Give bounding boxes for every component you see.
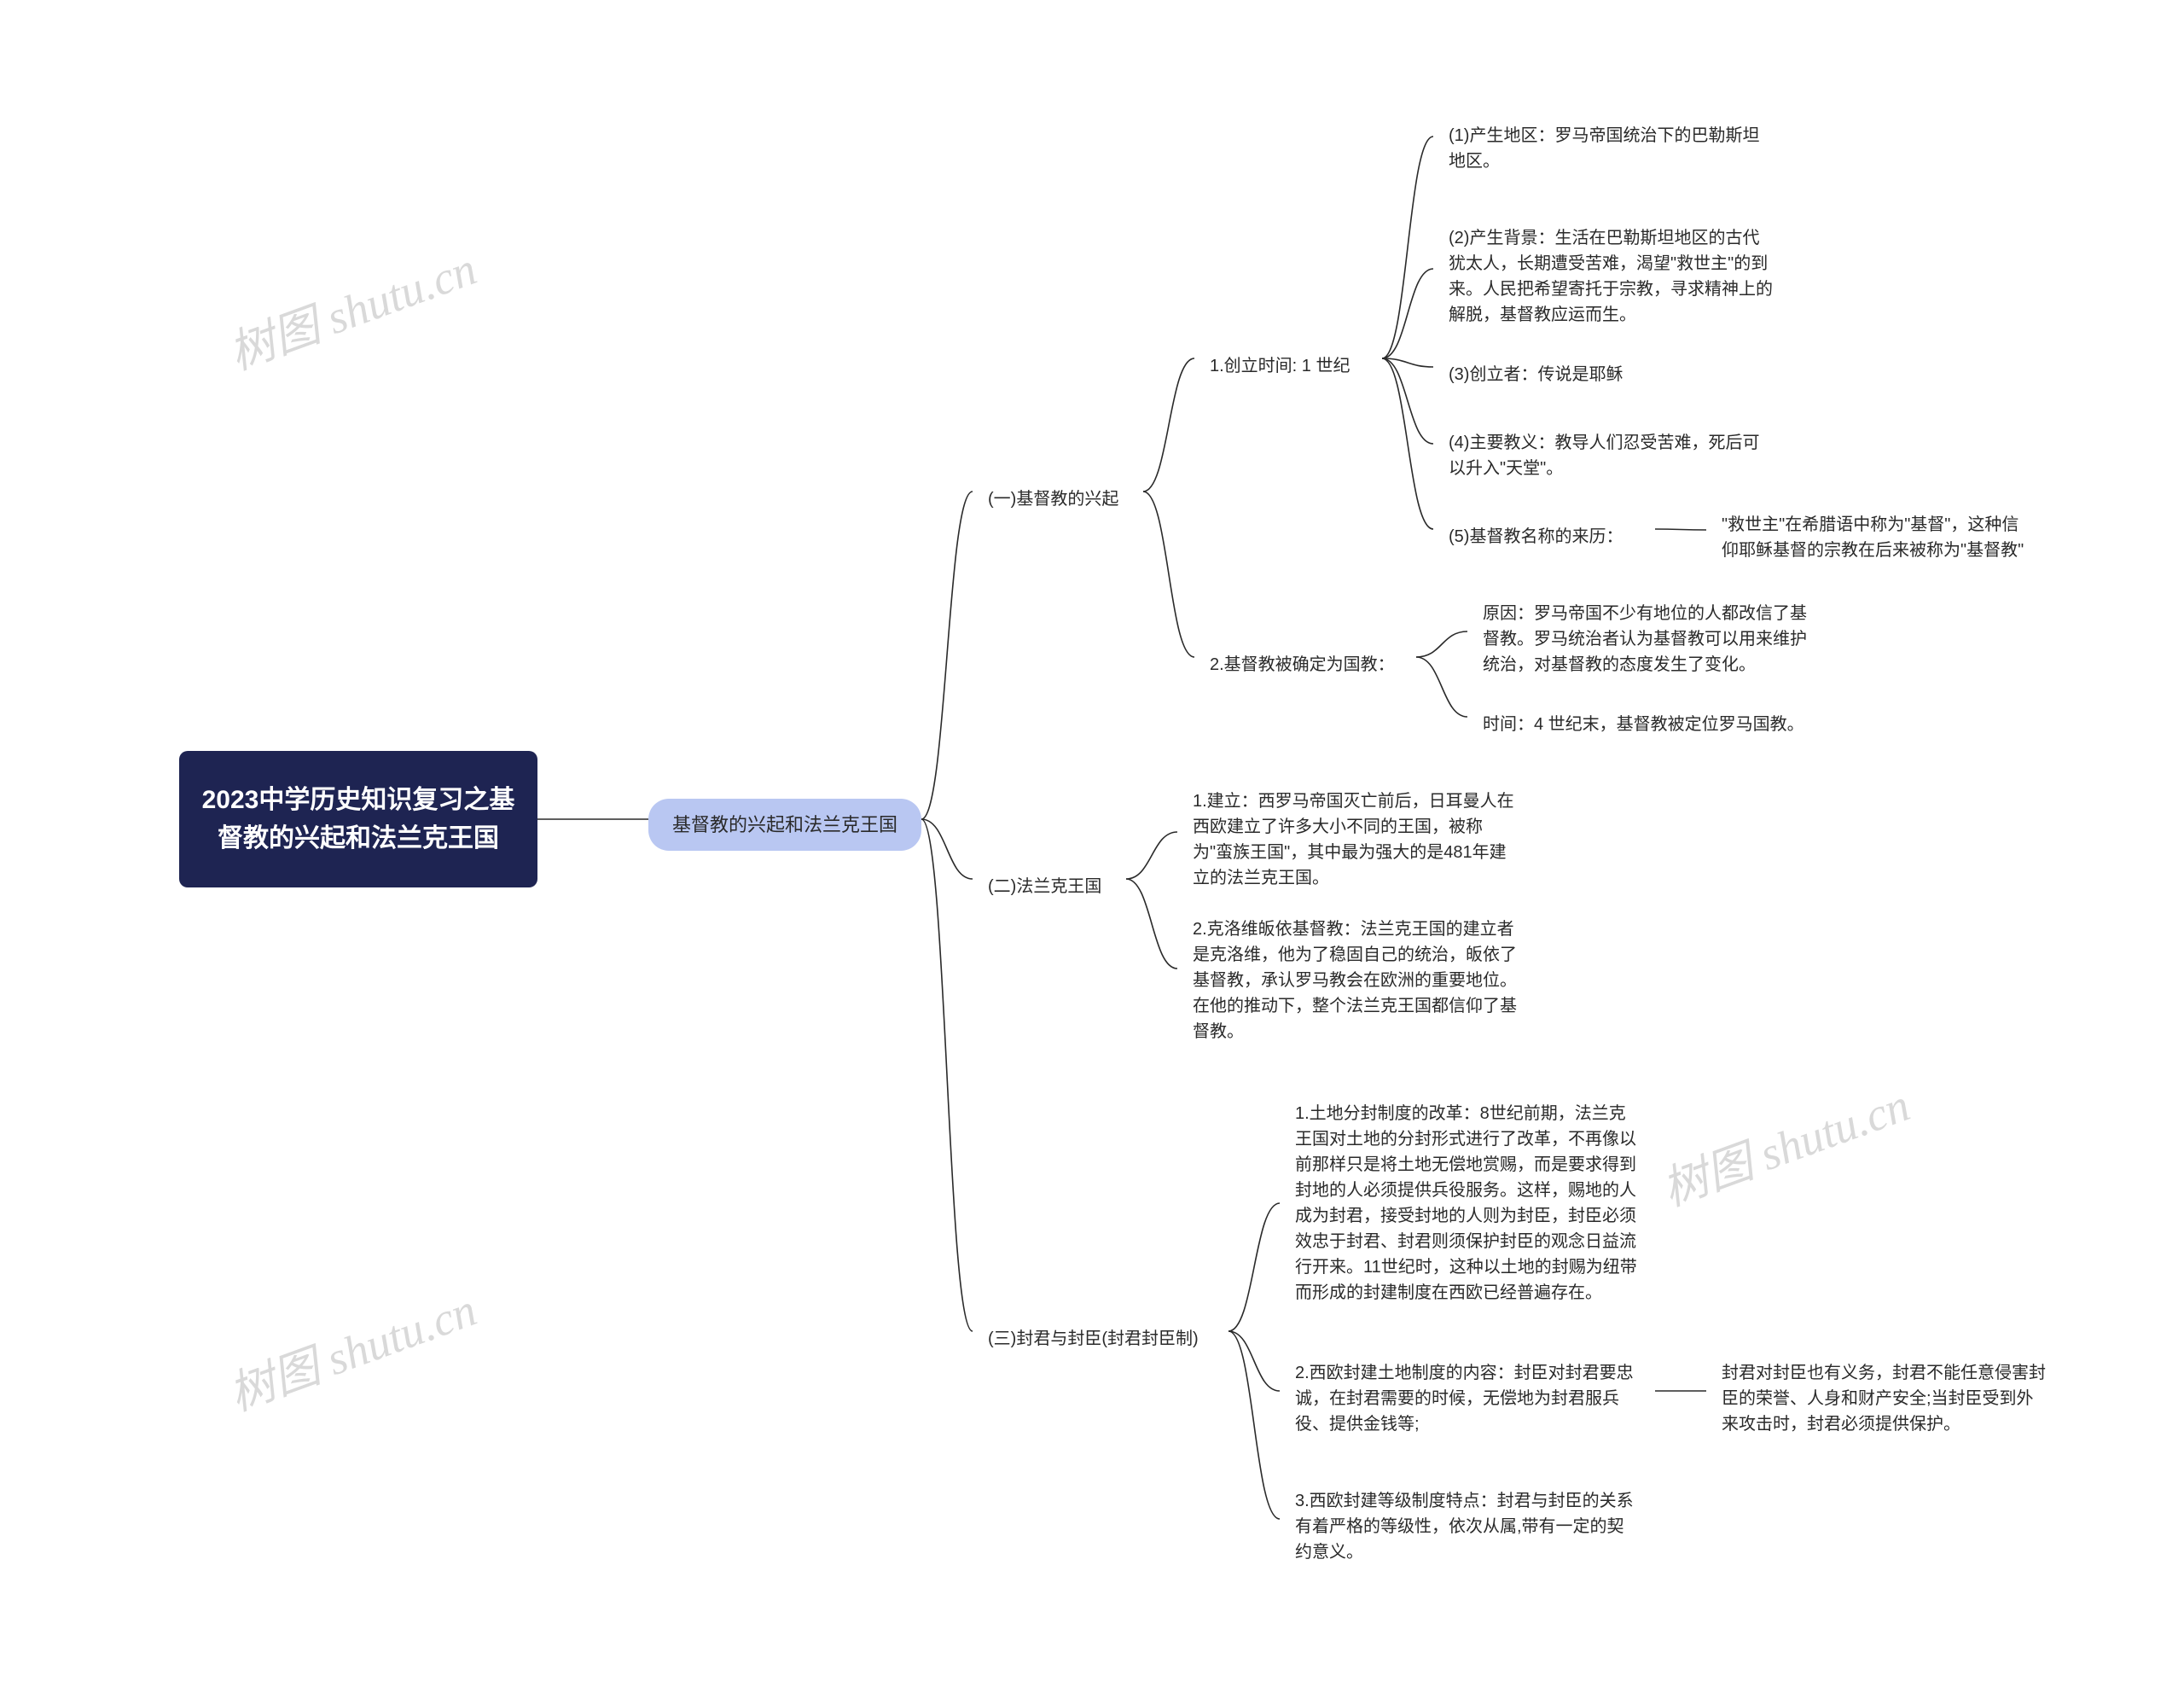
section-0-child-0-g-0: (1)产生地区：罗马帝国统治下的巴勒斯坦地区。	[1433, 111, 1792, 186]
watermark-0: 树图 shutu.cn	[218, 231, 485, 383]
section-1-child-0: 1.建立：西罗马帝国灭亡前后，日耳曼人在西欧建立了许多大小不同的王国，被称为"蛮…	[1177, 777, 1536, 903]
section-0-child-1-g-0: 原因：罗马帝国不少有地位的人都改信了基督教。罗马统治者认为基督教可以用来维护统治…	[1467, 589, 1826, 689]
section-2-child-1: 2.西欧封建土地制度的内容：封臣对封君要忠诚，在封君需要的时候，无偿地为封君服兵…	[1280, 1348, 1655, 1449]
level1-node: 基督教的兴起和法兰克王国	[648, 799, 921, 851]
section-2: (三)封君与封臣(封君封臣制)	[973, 1314, 1228, 1364]
section-0-child-0-g-2: (3)创立者：传说是耶稣	[1433, 350, 1792, 399]
section-0-child-0-g-4-h-0: "救世主"在希腊语中称为"基督"，这种信仰耶稣基督的宗教在后来被称为"基督教"	[1706, 500, 2048, 575]
section-2-child-0: 1.土地分封制度的改革：8世纪前期，法兰克王国对土地的分封形式进行了改革，不再像…	[1280, 1084, 1655, 1323]
section-0-child-1: 2.基督教被确定为国教：	[1194, 640, 1416, 689]
section-2-child-1-g-0: 封君对封臣也有义务，封君不能任意侵害封臣的荣誉、人身和财产安全;当封臣受到外来攻…	[1706, 1348, 2065, 1449]
level1-text: 基督教的兴起和法兰克王国	[672, 811, 897, 839]
section-2-child-2: 3.西欧封建等级制度特点：封君与封臣的关系有着严格的等级性，依次从属,带有一定的…	[1280, 1476, 1655, 1577]
section-1: (二)法兰克王国	[973, 862, 1126, 911]
section-0-child-0-g-4: (5)基督教名称的来历：	[1433, 512, 1655, 561]
section-0-child-0: 1.创立时间: 1 世纪	[1194, 341, 1382, 391]
section-1-child-1: 2.克洛维皈依基督教：法兰克王国的建立者是克洛维，他为了稳固自己的统治，皈依了基…	[1177, 905, 1536, 1056]
watermark-2: 树图 shutu.cn	[1652, 1068, 1918, 1219]
root-text: 2023中学历史知识复习之基督教的兴起和法兰克王国	[195, 781, 522, 858]
mindmap-canvas: 2023中学历史知识复习之基督教的兴起和法兰克王国 基督教的兴起和法兰克王国 (…	[0, 0, 2184, 1693]
section-0-child-0-g-3: (4)主要教义：教导人们忍受苦难，死后可以升入"天堂"。	[1433, 418, 1792, 493]
watermark-1: 树图 shutu.cn	[218, 1272, 485, 1424]
root-node: 2023中学历史知识复习之基督教的兴起和法兰克王国	[179, 751, 537, 887]
section-0-child-0-g-1: (2)产生背景：生活在巴勒斯坦地区的古代犹太人，长期遭受苦难，渴望"救世主"的到…	[1433, 213, 1792, 340]
section-0: (一)基督教的兴起	[973, 474, 1143, 524]
section-0-child-1-g-1: 时间：4 世纪末，基督教被定位罗马国教。	[1467, 700, 1826, 749]
